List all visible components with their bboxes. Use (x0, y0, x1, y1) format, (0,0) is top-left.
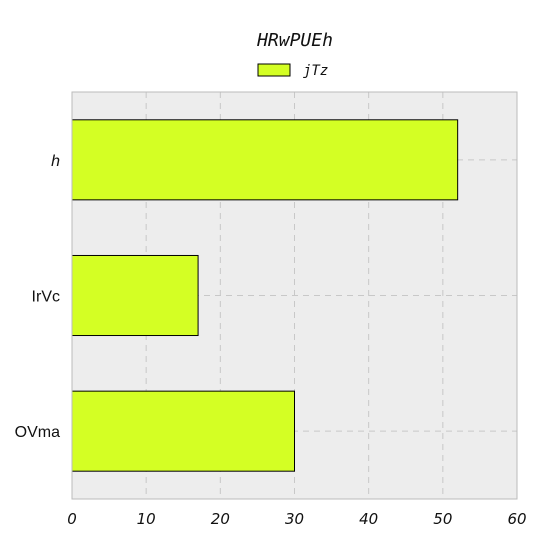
x-tick-label-40: 40 (359, 510, 378, 528)
y-axis-tick-labels: h IrVc OVma (15, 153, 60, 441)
bar-h (71, 119, 459, 201)
x-axis-tick-labels: 0 10 20 30 40 50 60 (67, 510, 526, 528)
x-tick-label-60: 60 (507, 510, 526, 528)
legend: jTz (257, 63, 328, 79)
plot-frame (71, 91, 518, 500)
x-tick-label-50: 50 (433, 510, 452, 528)
y-tick-label-0: h (51, 153, 60, 170)
legend-label: jTz (303, 63, 328, 79)
bars (71, 119, 459, 472)
legend-swatch (257, 63, 291, 77)
x-tick-label-30: 30 (285, 510, 304, 528)
x-tick-label-0: 0 (67, 510, 77, 528)
x-tick-label-20: 20 (211, 510, 230, 528)
bar-OVma (71, 390, 295, 472)
x-tick-label-10: 10 (137, 510, 156, 528)
y-tick-label-2: OVma (15, 424, 60, 441)
y-tick-label-1: IrVc (32, 289, 60, 306)
chart-title: HRwPUEh (256, 30, 333, 51)
bar-IrVc (71, 254, 199, 337)
